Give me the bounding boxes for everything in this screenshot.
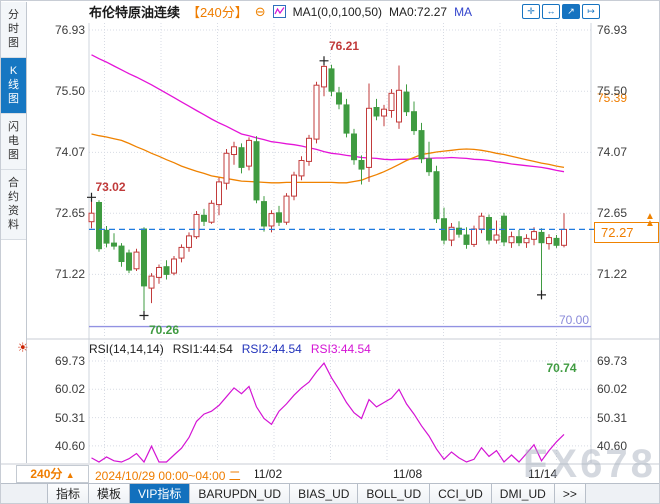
rsi-tick-label-left: 69.73 xyxy=(54,354,85,368)
tab-contract-info-label: 合约资料 xyxy=(8,177,19,231)
ma-value-axis-label: 75.39 xyxy=(597,91,628,105)
price-tick-label-right: 72.65 xyxy=(597,206,628,221)
rsi-legend-item-1: RSI1:44.54 xyxy=(172,342,233,356)
bottom-tab-bar: 指标 模板 VIP指标 BARUPDN_UD BIAS_UD BOLL_UD CCI_UD D… xyxy=(1,483,659,503)
xaxis-date-label: 11/14 xyxy=(528,467,558,481)
tab-indicators[interactable]: 指标 xyxy=(47,484,90,503)
caret-up-icon: ▲ xyxy=(65,470,75,480)
rsi-legend-item-2: RSI2:44.54 xyxy=(241,342,302,356)
xaxis-date-label: 11/08 xyxy=(393,467,423,481)
price-up-arrow-icon: ▲ xyxy=(645,211,655,222)
period-button-label: 240分 xyxy=(30,467,63,481)
tab-vip-indicators[interactable]: VIP指标 xyxy=(130,484,191,503)
chart-style-icon[interactable] xyxy=(272,5,286,18)
price-tick-label-right: 71.22 xyxy=(597,267,628,282)
period-button[interactable]: 240分 ▲ xyxy=(16,465,89,483)
price-tick-label-right: 75.50 xyxy=(597,84,628,99)
rsi-tick-label-right: 60.02 xyxy=(597,382,628,397)
rsi-legend-item-0: RSI(14,14,14) xyxy=(89,342,164,356)
tab-barupdn-ud[interactable]: BARUPDN_UD xyxy=(190,484,291,503)
tab-dmi-ud[interactable]: DMI_UD xyxy=(491,484,555,503)
rsi-tick-label-right: 50.31 xyxy=(597,410,628,425)
rsi-tick-label-right: 40.60 xyxy=(597,438,628,453)
bar-info-label: 2024/10/29 00:00~04:00 二 xyxy=(95,467,255,484)
rsi-tick-label-left: 50.31 xyxy=(54,410,85,425)
crosshair-icon[interactable]: ✛ xyxy=(522,4,540,19)
price-tick-label-left: 76.93 xyxy=(54,23,85,37)
extreme-price-label: 70.26 xyxy=(149,322,180,337)
fit-width-icon[interactable]: ↔ xyxy=(542,4,560,19)
ma-extra-label: MA xyxy=(454,4,473,19)
go-to-latest-icon[interactable]: ↦ xyxy=(582,4,600,19)
price-tick-label-left: 74.07 xyxy=(54,145,85,160)
current-price-box: 72.27 xyxy=(594,222,659,243)
price-up-arrow-icon: ▲ xyxy=(645,218,655,229)
period-label: 【240分】 xyxy=(187,5,248,20)
ma-settings-label: MA1(0,0,100,50) xyxy=(292,4,383,19)
ma0-value-label: MA0:72.27 xyxy=(389,4,448,19)
xaxis-date-label: 11/02 xyxy=(253,467,283,481)
tab-cci-ud[interactable]: CCI_UD xyxy=(430,484,492,503)
rsi-legend: RSI(14,14,14) RSI1:44.54 RSI2:44.54 RSI3:44… xyxy=(89,342,380,356)
extreme-price-label: 73.02 xyxy=(95,180,126,195)
tab-flash-chart[interactable]: 闪电图 xyxy=(1,114,26,170)
price-tick-label-right: 74.07 xyxy=(597,145,628,160)
tab-boll-ud[interactable]: BOLL_UD xyxy=(358,484,431,503)
sun-icon: ☀ xyxy=(17,340,29,355)
tab-kline-chart[interactable]: K线图 xyxy=(1,58,26,114)
sidebar: 分时图 K线图闪电图合约资料 xyxy=(1,2,27,463)
tab-contract-info[interactable]: 合约资料 xyxy=(1,170,26,240)
symbol-title: 布伦特原油连续 xyxy=(89,5,181,20)
tab-time-chart[interactable]: 分时图 xyxy=(1,2,26,58)
tab-bias-ud[interactable]: BIAS_UD xyxy=(290,484,359,503)
rsi-tick-label-right: 69.73 xyxy=(597,354,628,368)
support-price-label: 70.00 xyxy=(558,313,589,327)
extreme-price-label: 76.21 xyxy=(329,38,360,53)
rsi-legend-item-3: RSI3:44.54 xyxy=(310,342,371,356)
chart-toolbar: ✛ ↔ ↗ ↦ xyxy=(522,4,600,19)
chart-header: 布伦特原油连续 【240分】 ⊖ MA1(0,0,100,50) MA0:72.… xyxy=(89,3,473,21)
pan-chart-icon[interactable]: ↗ xyxy=(562,4,580,19)
minus-circle-icon[interactable]: ⊖ xyxy=(254,4,266,19)
tab-kline-chart-label: K线图 xyxy=(8,65,19,105)
tab-more[interactable]: >> xyxy=(554,484,586,503)
price-tick-label-left: 75.50 xyxy=(54,84,85,99)
tab-time-chart-label: 分时图 xyxy=(8,9,19,49)
tab-flash-chart-label: 闪电图 xyxy=(8,121,19,161)
price-tick-label-left: 72.65 xyxy=(54,206,85,221)
price-tick-label-left: 71.22 xyxy=(54,267,85,282)
rsi-tick-label-left: 60.02 xyxy=(54,382,85,397)
extreme-price-label: 70.74 xyxy=(546,360,577,375)
rsi-tick-label-left: 40.60 xyxy=(54,438,85,453)
price-tick-label-right: 76.93 xyxy=(597,23,628,37)
tab-templates[interactable]: 模板 xyxy=(89,484,131,503)
